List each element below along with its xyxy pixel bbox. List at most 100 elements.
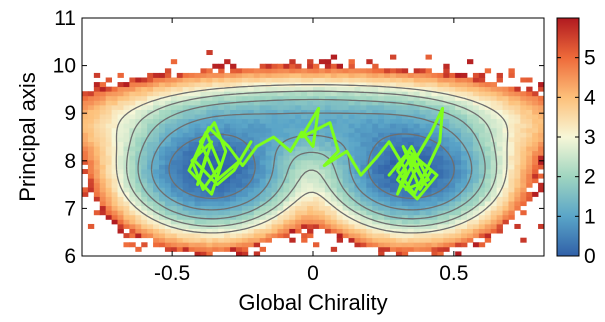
heatmap-cell (330, 182, 338, 188)
heatmap-cell (87, 118, 95, 124)
heatmap-cell (366, 214, 373, 220)
heatmap-cell (135, 104, 142, 110)
heatmap-cell (283, 132, 290, 138)
heatmap-cell (360, 127, 367, 133)
heatmap-cell (253, 141, 261, 147)
heatmap-cell (259, 191, 267, 197)
heatmap-cell (342, 169, 349, 175)
heatmap-cell (236, 196, 243, 202)
heatmap-cell (484, 141, 492, 147)
heatmap-cell (271, 82, 278, 88)
heatmap-cell (360, 95, 367, 101)
heatmap-cell (99, 159, 107, 165)
heatmap-cell (182, 86, 190, 92)
heatmap-cell (283, 95, 290, 101)
heatmap-cell (218, 228, 225, 234)
heatmap-cell (93, 173, 101, 179)
heatmap-cell (490, 114, 498, 120)
heatmap-cell (313, 95, 320, 101)
heatmap-cell (413, 100, 421, 106)
heatmap-cell (455, 82, 462, 88)
heatmap-cell (496, 118, 503, 124)
heatmap-cell (253, 187, 261, 193)
heatmap-cell (395, 114, 403, 120)
heatmap-cell (478, 137, 486, 142)
heatmap-cell (295, 191, 302, 197)
heatmap-cell (164, 68, 172, 74)
heatmap-cell (224, 242, 231, 248)
heatmap-cell (206, 242, 213, 248)
heatmap-cell (117, 127, 124, 133)
heatmap-cell (188, 91, 195, 97)
heatmap-cell (123, 123, 130, 129)
heatmap-cell (253, 109, 261, 115)
x-axis: -0.5 0 0.5 (154, 18, 468, 285)
heatmap-cell (520, 77, 527, 83)
heatmap-cell (443, 178, 450, 184)
heatmap-cell (170, 219, 178, 225)
heatmap-cell (538, 141, 544, 147)
heatmap-cell (449, 86, 456, 92)
heatmap-cell (419, 123, 426, 129)
heatmap-cell (449, 127, 456, 133)
heatmap-cell (461, 150, 468, 156)
heatmap-cell (467, 205, 474, 211)
heatmap-cell (87, 104, 95, 110)
heatmap-cell (431, 91, 438, 97)
heatmap-cell (301, 118, 308, 124)
heatmap-cell (538, 137, 544, 142)
heatmap-cell (520, 201, 527, 207)
heatmap-cell (123, 223, 130, 229)
heatmap-cell (449, 146, 456, 152)
heatmap-cell (105, 164, 113, 170)
heatmap-cell (354, 237, 361, 243)
heatmap-cell (153, 155, 160, 161)
heatmap-cell (502, 178, 509, 184)
heatmap-cell (366, 95, 373, 101)
heatmap-cell (390, 86, 397, 92)
heatmap-cell (159, 132, 166, 138)
heatmap-cell (159, 196, 166, 202)
heatmap-cell (413, 118, 421, 124)
heatmap-cell (236, 137, 243, 142)
heatmap-cell (123, 91, 130, 97)
heatmap-cell (390, 118, 397, 124)
heatmap-cell (348, 68, 355, 74)
heatmap-cell (301, 196, 308, 202)
heatmap-cell (141, 86, 148, 92)
heatmap-cell (490, 118, 498, 124)
heatmap-cell (443, 191, 450, 197)
heatmap-cell (230, 77, 237, 83)
heatmap-cell (236, 164, 243, 170)
heatmap-cell (82, 155, 89, 161)
heatmap-cell (336, 187, 344, 193)
heatmap-cell (425, 187, 432, 193)
heatmap-cell (461, 77, 468, 83)
heatmap-cell (129, 164, 136, 170)
heatmap-cell (478, 132, 486, 138)
heatmap-cell (129, 155, 136, 161)
heatmap-cell (93, 191, 101, 197)
heatmap-cell (99, 205, 107, 211)
heatmap-cell (135, 233, 142, 239)
heatmap-cell (135, 150, 142, 156)
heatmap-cell (330, 68, 338, 74)
heatmap-cell (135, 86, 142, 92)
heatmap-cell (277, 114, 284, 120)
heatmap-cell (502, 191, 509, 197)
x-tick-label: -0.5 (154, 262, 190, 285)
heatmap-cell (366, 233, 373, 239)
heatmap-cell (289, 100, 296, 106)
heatmap-cell (455, 169, 462, 175)
heatmap-cell (224, 59, 231, 65)
heatmap-cell (360, 104, 367, 110)
heatmap-cell (318, 146, 326, 152)
heatmap-cell (490, 178, 498, 184)
heatmap-cell (271, 114, 278, 120)
heatmap-cell (384, 159, 391, 165)
heatmap-cell (455, 104, 462, 110)
y-tick-label: 10 (53, 55, 76, 78)
heatmap-cell (443, 242, 450, 248)
heatmap-cell (194, 100, 201, 106)
heatmap-cell (419, 205, 426, 211)
